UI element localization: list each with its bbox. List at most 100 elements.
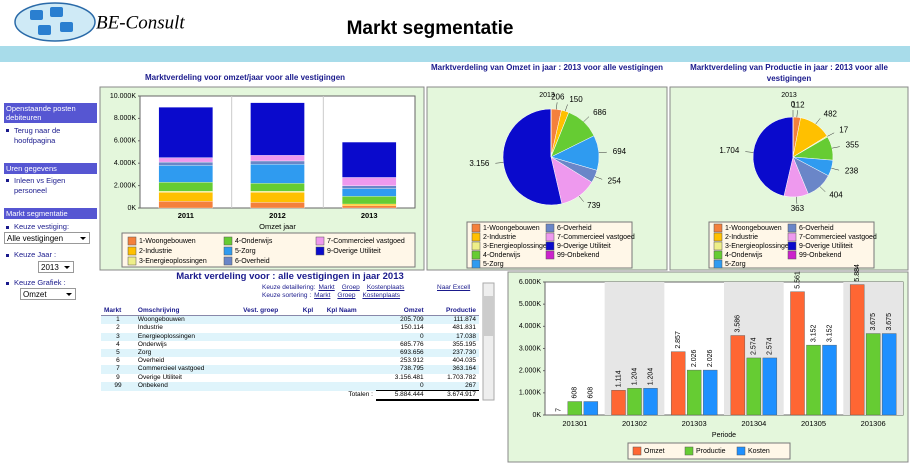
control-link[interactable]: Markt (318, 284, 335, 291)
header-row: Markt Omschrijving Vest. groep Kpl Kpl Naam O… (101, 307, 479, 317)
legend-label: 5-Zorg (725, 261, 746, 268)
leader-line (745, 151, 754, 153)
table-row: 1 Woongebouwen 205.709 111.874 (101, 315, 479, 325)
data-label: 1.114 (615, 370, 622, 387)
cell (300, 341, 324, 349)
table-row: 5 Zorg 693.656 237.730 (101, 349, 479, 358)
dropdown[interactable]: 2013 (38, 261, 74, 273)
cell (240, 315, 300, 325)
filter-label: Keuze Grafiek : (14, 278, 66, 287)
legend-box (121, 232, 416, 268)
legend-label: 4-Onderwijs (725, 252, 763, 259)
legend-label: Omzet (644, 448, 665, 455)
bar (849, 284, 865, 416)
nav-link[interactable]: Terug naar de hoofdpagina (14, 126, 61, 145)
bar (670, 351, 686, 416)
column-header: Productie (426, 307, 479, 317)
scroll-thumb[interactable] (484, 296, 493, 336)
cell (324, 357, 376, 365)
legend-swatch (787, 223, 797, 233)
cell: 253.912 (400, 357, 424, 365)
legend-swatch (545, 250, 555, 260)
control-link[interactable]: Groep (337, 292, 356, 299)
x-tick-label: 2011 (178, 211, 194, 220)
leader-line (815, 118, 821, 125)
data-label: 2.574 (767, 337, 774, 355)
y-tick-label: 8.000K (114, 115, 137, 122)
data-label: 608 (588, 387, 595, 399)
legend-swatch (471, 259, 481, 269)
cell: Energieoplossingen (134, 332, 241, 341)
data-label: 1.204 (647, 368, 654, 386)
data-label: 238 (845, 167, 859, 176)
data-label: 150 (569, 95, 583, 104)
export-link[interactable]: Naar Excell (437, 284, 470, 291)
scrollbar[interactable] (482, 282, 495, 401)
cell: 7 (101, 365, 135, 374)
bar-segment (342, 177, 397, 186)
y-tick-label: 2.000K (519, 368, 542, 375)
cell: Zorg (134, 349, 241, 358)
bar (822, 344, 837, 416)
y-tick-label: 10.000K (110, 93, 136, 100)
control-link[interactable]: Markt (314, 292, 331, 299)
data-label: 17 (839, 125, 848, 134)
leader-line (495, 162, 504, 164)
legend-label: 4-Onderwijs (235, 238, 273, 245)
nav-link[interactable]: Inleen vs Eigen personeel (14, 176, 66, 195)
legend-label: 7-Commercieel vastgoed (557, 234, 635, 241)
control-label: Keuze sortering : (262, 292, 312, 299)
control-link[interactable]: Groep (341, 284, 360, 291)
export-link[interactable]: Naar Excell (437, 284, 471, 291)
control-link[interactable]: Kostenplaats (366, 284, 405, 291)
data-label: 254 (608, 176, 622, 185)
cell: 404.035 (452, 357, 477, 365)
cell: Overige Utiliteit (137, 373, 182, 381)
bar-segment (342, 185, 397, 189)
cell (299, 381, 324, 391)
column-header: Kpl (299, 307, 324, 317)
cell: 738.795 (375, 365, 427, 374)
data-label: 694 (613, 147, 627, 156)
legend-swatch (736, 446, 746, 456)
legend-swatch (545, 232, 555, 242)
cell: 481.831 (452, 324, 477, 332)
chart-title: Marktverdeling voor omzet/jaar voor alle… (144, 73, 346, 82)
cell: Onderwijs (137, 340, 167, 348)
control-link[interactable]: Kostenplaats (362, 292, 401, 299)
data-label: 2.026 (707, 349, 714, 367)
bar-segment (250, 160, 305, 165)
cell: 3.156.481 (394, 373, 424, 381)
bar (643, 388, 658, 416)
data-label: 2.574 (751, 337, 758, 355)
legend-label: 1-Woongebouwen (139, 238, 196, 245)
chart-title: Marktverdeling van Omzet in jaar : 2013 … (430, 63, 664, 72)
leader-line (583, 116, 590, 122)
legend-label: 2-Industrie (139, 248, 172, 255)
data-label: 5.561 (794, 271, 801, 289)
data-label: 3.586 (735, 315, 742, 333)
bar-segment (250, 155, 305, 162)
leader-line (556, 102, 558, 110)
cell (323, 381, 376, 391)
cell: 2 (116, 324, 120, 332)
data-label: 608 (572, 387, 579, 399)
cell: 111.874 (426, 315, 479, 325)
dropdown[interactable]: Omzet (20, 288, 76, 300)
bar-segment (158, 192, 213, 202)
data-label: 3.156 (469, 159, 490, 168)
cell: Woongebouwen (134, 315, 241, 325)
header-band (0, 46, 910, 62)
legend-swatch (127, 246, 137, 256)
cell (299, 349, 324, 358)
pie-slice (752, 116, 794, 197)
data-label: 404 (829, 191, 843, 200)
cell: Overheid (137, 357, 165, 365)
x-tick-label: 201301 (562, 419, 587, 428)
data-label: 3.152 (826, 325, 833, 343)
legend-label: 7-Commercieel vastgoed (799, 234, 877, 241)
dropdown[interactable]: Alle vestigingen (4, 232, 90, 244)
x-tick-label: 2013 (361, 211, 378, 220)
section-header: Openstaande posten debiteuren (4, 103, 97, 123)
